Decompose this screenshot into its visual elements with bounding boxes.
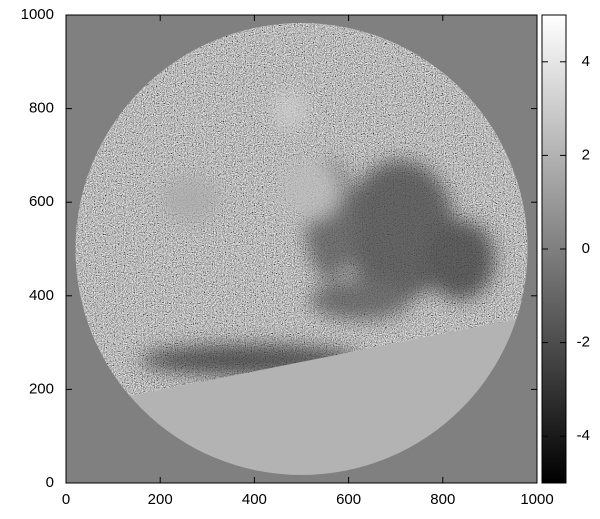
plot-frame: [65, 14, 538, 484]
x-tick-label: 1000: [520, 491, 553, 508]
colorbar-tick-label: 0: [582, 240, 590, 257]
x-tick-label: 0: [62, 491, 70, 508]
x-tick-label: 600: [336, 491, 361, 508]
y-tick-label: 200: [29, 380, 54, 397]
y-tick-label: 400: [29, 287, 54, 304]
image: [75, 23, 528, 475]
y-tick-label: 800: [29, 100, 54, 117]
colorbar-tick-label: -4: [577, 427, 590, 444]
x-tick-label: 200: [148, 491, 173, 508]
y-tick-label: 1000: [21, 6, 54, 23]
colorbar-tick-label: 2: [582, 146, 590, 163]
x-tick-label: 400: [242, 491, 267, 508]
x-tick-label: 800: [430, 491, 455, 508]
colorbar-tick-label: 4: [582, 53, 590, 70]
colorbar-tick-label: -2: [577, 334, 590, 351]
y-tick-label: 0: [46, 474, 54, 491]
y-tick-label: 600: [29, 193, 54, 210]
